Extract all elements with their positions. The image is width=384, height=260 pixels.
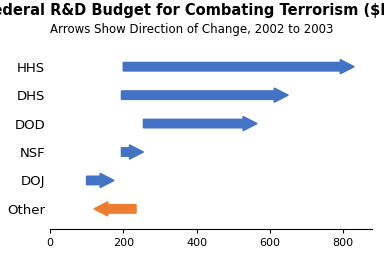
FancyArrow shape <box>121 145 143 159</box>
FancyArrow shape <box>86 173 114 187</box>
FancyArrow shape <box>123 60 354 74</box>
Text: Federal R&D Budget for Combating Terrorism ($M): Federal R&D Budget for Combating Terrori… <box>0 3 384 18</box>
FancyArrow shape <box>143 116 257 131</box>
FancyArrow shape <box>94 202 136 216</box>
FancyArrow shape <box>121 88 288 102</box>
Text: Arrows Show Direction of Change, 2002 to 2003: Arrows Show Direction of Change, 2002 to… <box>50 23 334 36</box>
